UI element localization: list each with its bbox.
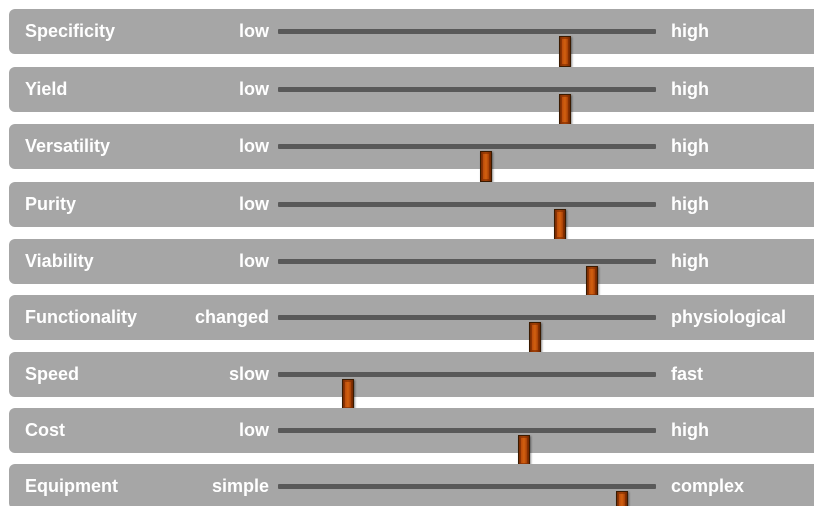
slider-title: Versatility — [25, 136, 111, 156]
slider-track[interactable] — [278, 202, 656, 240]
slider-title: Speed — [25, 364, 80, 384]
slider-thumb[interactable] — [553, 209, 566, 240]
slider-track[interactable] — [278, 315, 656, 353]
slider-row-versatility: Versatility low high — [9, 124, 814, 182]
slider-title: Cost — [25, 420, 65, 440]
slider-track[interactable] — [278, 484, 656, 506]
slider-thumb[interactable] — [479, 151, 492, 182]
slider-min-label: low — [239, 21, 269, 41]
slider-max-label: high — [671, 21, 709, 41]
slider-title: Viability — [25, 251, 94, 271]
slider-track[interactable] — [278, 428, 656, 466]
slider-max-label: high — [671, 194, 709, 214]
slider-thumb[interactable] — [559, 94, 572, 125]
slider-thumb[interactable] — [517, 435, 530, 466]
slider-thumb[interactable] — [615, 491, 628, 506]
slider-thumb[interactable] — [585, 266, 598, 297]
slider-row-purity: Purity low high — [9, 182, 814, 240]
slider-title: Functionality — [25, 307, 137, 327]
slider-thumb[interactable] — [559, 36, 572, 67]
slider-max-label: high — [671, 251, 709, 271]
slider-row-yield: Yield low high — [9, 67, 814, 125]
slider-title: Yield — [25, 79, 68, 99]
slider-title: Purity — [25, 194, 77, 214]
slider-min-label: slow — [228, 364, 269, 384]
slider-track[interactable] — [278, 144, 656, 182]
slider-min-label: changed — [194, 307, 269, 327]
slider-track[interactable] — [278, 372, 656, 410]
slider-max-label: high — [671, 136, 709, 156]
slider-max-label: high — [671, 79, 709, 99]
slider-min-label: low — [239, 194, 269, 214]
slider-max-label: fast — [671, 364, 704, 384]
slider-row-specificity: Specificity low high — [9, 9, 814, 67]
slider-min-label: simple — [211, 476, 269, 496]
slider-row-equipment: Equipment simple complex — [9, 464, 814, 506]
slider-row-cost: Cost low high — [9, 408, 814, 466]
slider-min-label: low — [239, 251, 269, 271]
slider-title: Specificity — [25, 21, 116, 41]
slider-row-viability: Viability low high — [9, 239, 814, 297]
slider-track[interactable] — [278, 259, 656, 297]
slider-track[interactable] — [278, 87, 656, 125]
slider-min-label: low — [239, 79, 269, 99]
slider-max-label: high — [671, 420, 709, 440]
slider-max-label: physiological — [671, 307, 787, 327]
slider-max-label: complex — [671, 476, 745, 496]
slider-thumb[interactable] — [529, 322, 542, 353]
slider-min-label: low — [239, 136, 269, 156]
slider-min-label: low — [239, 420, 269, 440]
slider-thumb[interactable] — [341, 379, 354, 410]
slider-row-speed: Speed slow fast — [9, 352, 814, 410]
slider-track[interactable] — [278, 29, 656, 67]
slider-row-functionality: Functionality changed physiological — [9, 295, 814, 353]
slider-title: Equipment — [25, 476, 118, 496]
